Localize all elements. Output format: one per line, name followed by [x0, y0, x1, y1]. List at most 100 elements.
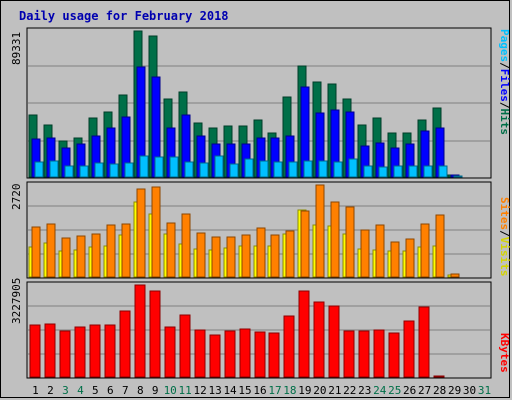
bar-kbytes-day-17	[268, 332, 280, 378]
bar-pages-day-18	[288, 161, 298, 178]
bar-sites-day-21	[330, 201, 340, 278]
day-label-25: 25	[388, 384, 401, 397]
bar-pages-day-23	[363, 165, 373, 178]
day-label-22: 22	[343, 384, 356, 397]
bar-sites-day-16	[256, 227, 266, 278]
bar-pages-day-21	[333, 161, 343, 178]
bar-pages-day-29	[453, 175, 463, 178]
bar-kbytes-day-24	[373, 329, 385, 378]
bar-pages-day-14	[229, 163, 239, 178]
day-label-2: 2	[47, 384, 54, 397]
bar-kbytes-day-23	[358, 330, 370, 378]
bar-sites-day-10	[166, 222, 176, 278]
bar-sites-day-18	[285, 230, 295, 278]
bar-kbytes-day-18	[283, 315, 295, 378]
day-label-1: 1	[32, 384, 39, 397]
bar-kbytes-day-2	[44, 323, 56, 378]
bar-pages-day-26	[408, 165, 418, 178]
bar-pages-day-24	[378, 166, 388, 178]
bar-sites-day-15	[241, 234, 251, 278]
bar-pages-day-5	[94, 162, 104, 178]
day-label-30: 30	[463, 384, 476, 397]
day-label-9: 9	[152, 384, 159, 397]
bar-kbytes-day-3	[59, 330, 71, 378]
bar-pages-day-17	[273, 161, 283, 178]
bar-kbytes-day-22	[343, 330, 355, 378]
bar-pages-day-10	[169, 156, 179, 178]
day-label-31: 31	[478, 384, 491, 397]
bar-sites-day-25	[390, 241, 400, 278]
day-label-6: 6	[107, 384, 114, 397]
bar-kbytes-day-6	[104, 324, 116, 378]
day-label-21: 21	[328, 384, 341, 397]
day-label-3: 3	[62, 384, 69, 397]
bar-sites-day-17	[270, 234, 280, 278]
bar-pages-day-20	[318, 160, 328, 178]
day-label-12: 12	[194, 384, 207, 397]
bar-sites-day-20	[315, 184, 325, 278]
bar-pages-day-16	[259, 160, 269, 178]
day-label-7: 7	[122, 384, 129, 397]
bar-kbytes-day-8	[134, 284, 146, 378]
day-label-26: 26	[403, 384, 416, 397]
bar-kbytes-day-16	[254, 331, 266, 378]
bar-sites-day-13	[211, 236, 221, 278]
bar-kbytes-day-25	[388, 332, 400, 378]
bar-kbytes-day-20	[313, 301, 325, 378]
bar-sites-day-3	[61, 237, 71, 278]
bar-kbytes-day-11	[179, 314, 191, 378]
bar-kbytes-day-28	[433, 375, 445, 378]
day-label-5: 5	[92, 384, 99, 397]
day-label-4: 4	[77, 384, 84, 397]
day-label-19: 19	[298, 384, 311, 397]
bar-pages-day-25	[393, 165, 403, 178]
bar-pages-day-12	[199, 162, 209, 178]
bar-kbytes-day-5	[89, 324, 101, 378]
bar-sites-day-29	[450, 273, 460, 278]
bar-pages-day-1	[34, 161, 44, 178]
bar-pages-day-19	[303, 160, 313, 178]
day-label-17: 17	[268, 384, 281, 397]
bar-kbytes-day-7	[119, 310, 131, 378]
bar-pages-day-27	[423, 165, 433, 178]
bar-pages-day-6	[109, 163, 119, 178]
bar-pages-day-2	[49, 160, 59, 178]
bar-sites-day-9	[151, 186, 161, 278]
bar-sites-day-23	[360, 229, 370, 278]
bar-pages-day-7	[124, 162, 134, 178]
bar-pages-day-28	[438, 165, 448, 178]
bar-sites-day-5	[91, 233, 101, 278]
bar-kbytes-day-15	[239, 328, 251, 378]
bar-sites-day-11	[181, 213, 191, 278]
bar-kbytes-day-26	[403, 320, 415, 378]
day-label-29: 29	[448, 384, 461, 397]
bar-kbytes-day-27	[418, 306, 430, 378]
day-label-27: 27	[418, 384, 431, 397]
day-label-8: 8	[137, 384, 144, 397]
day-label-14: 14	[223, 384, 237, 397]
bar-sites-day-1	[31, 226, 41, 278]
bar-sites-day-7	[121, 223, 131, 278]
day-label-13: 13	[208, 384, 221, 397]
bar-pages-day-9	[154, 156, 164, 178]
day-label-11: 11	[179, 384, 192, 397]
bar-sites-day-14	[226, 236, 236, 278]
bar-sites-day-2	[46, 223, 56, 278]
bar-sites-day-22	[345, 206, 355, 278]
bar-pages-day-4	[79, 165, 89, 178]
day-label-18: 18	[283, 384, 296, 397]
bar-pages-day-11	[184, 161, 194, 178]
bar-sites-day-26	[405, 238, 415, 278]
day-label-24: 24	[373, 384, 387, 397]
day-label-10: 10	[164, 384, 177, 397]
bar-kbytes-day-13	[209, 334, 221, 378]
bar-kbytes-day-14	[224, 330, 236, 378]
bar-kbytes-day-10	[164, 326, 176, 378]
bar-sites-day-19	[300, 210, 310, 278]
day-label-15: 15	[238, 384, 251, 397]
bar-sites-day-6	[106, 224, 116, 278]
bar-sites-day-12	[196, 232, 206, 278]
bar-kbytes-day-4	[74, 326, 86, 378]
bar-pages-day-8	[139, 155, 149, 178]
